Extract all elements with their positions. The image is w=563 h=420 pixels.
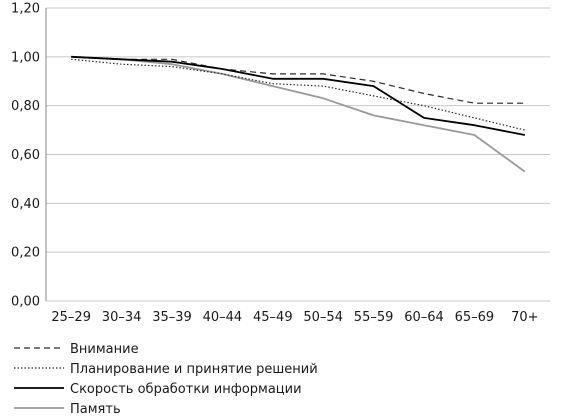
legend: Внимание Планирование и принятие решений С… xyxy=(14,342,318,417)
series-line-3 xyxy=(71,55,526,173)
y-tick-label: 0,20 xyxy=(11,246,40,261)
series-layer xyxy=(71,55,526,173)
x-tick-label: 60–64 xyxy=(404,310,444,325)
series-line-1 xyxy=(71,58,525,131)
y-tick-label: 0,60 xyxy=(11,148,40,163)
y-tick-label: 0,00 xyxy=(11,295,40,310)
series-line-0 xyxy=(71,56,525,104)
y-tick-label: 0,40 xyxy=(11,197,40,212)
grid-layer xyxy=(46,7,550,302)
legend-label-0: Внимание xyxy=(70,342,139,357)
x-tick-label: 40–44 xyxy=(203,310,243,325)
legend-label-3: Память xyxy=(70,402,121,416)
legend-label-2: Скорость обработки информации xyxy=(70,382,302,397)
x-tick-label: 45–49 xyxy=(253,310,293,325)
y-tick-label: 0,80 xyxy=(11,99,40,114)
y-tick-label: 1,20 xyxy=(11,2,40,17)
x-tick-label: 25–29 xyxy=(51,310,91,325)
x-tick-label: 50–54 xyxy=(303,310,343,325)
axis-layer: 0,00 0,20 0,40 0,60 0,80 1,00 1,20 25–29 30–34 35… xyxy=(11,2,538,326)
x-tick-label: 65–69 xyxy=(455,310,495,325)
y-tick-label: 1,00 xyxy=(11,50,40,65)
x-tick-label: 70+ xyxy=(511,310,538,325)
series-line-2 xyxy=(71,55,525,136)
x-tick-label: 55–59 xyxy=(354,310,394,325)
x-tick-label: 30–34 xyxy=(102,310,142,325)
legend-label-1: Планирование и принятие решений xyxy=(70,362,318,377)
x-tick-label: 35–39 xyxy=(152,310,192,325)
